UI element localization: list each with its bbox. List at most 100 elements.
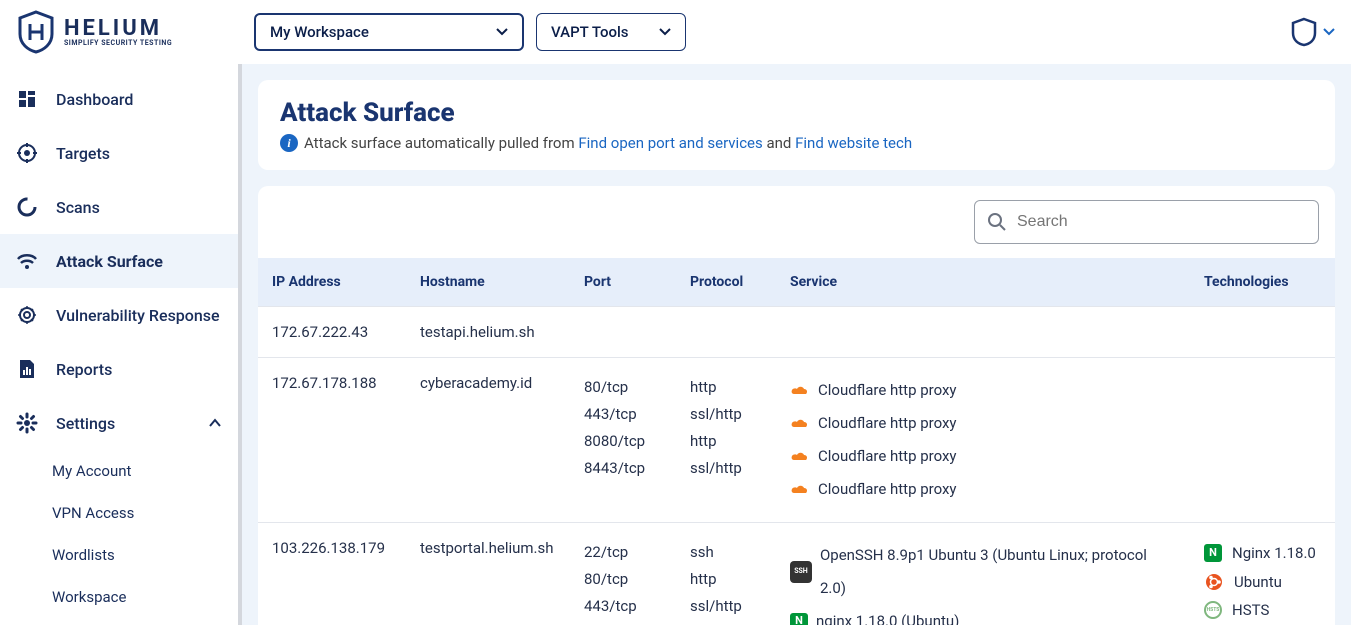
- info-icon: i: [280, 134, 298, 152]
- port: 443/tcp: [584, 593, 662, 620]
- protocol: ssl/http: [690, 593, 762, 620]
- sidebar-subitem-my-account[interactable]: My Account: [0, 450, 238, 492]
- service: SSHOpenSSH 8.9p1 Ubuntu 3 (Ubuntu Linux;…: [790, 539, 1176, 605]
- column-header: IP Address: [258, 258, 406, 307]
- column-header: Port: [570, 258, 676, 307]
- ip-address: 103.226.138.179: [272, 539, 385, 557]
- sidebar-subitem-wordlists[interactable]: Wordlists: [0, 534, 238, 576]
- gear-icon: [16, 412, 38, 434]
- dashboard-icon: [16, 88, 38, 110]
- ssh-icon: SSH: [790, 561, 812, 583]
- sidebar-item-label: Attack Surface: [56, 252, 163, 271]
- ip-address: 172.67.178.188: [272, 374, 377, 392]
- sidebar-item-label: Vulnerability Response: [56, 306, 220, 325]
- chevron-down-icon: [659, 28, 671, 36]
- account-menu[interactable]: [1291, 17, 1335, 47]
- port: 443/tcp: [584, 401, 662, 428]
- shield-icon: [1291, 17, 1317, 47]
- protocol: ssl/http: [690, 455, 762, 482]
- tools-label: VAPT Tools: [551, 23, 629, 41]
- port: 646/tcp: [584, 620, 662, 625]
- sidebar-item-vuln-response[interactable]: Vulnerability Response: [0, 288, 238, 342]
- technology: NNginx 1.18.0: [1204, 539, 1321, 568]
- column-header: Service: [776, 258, 1190, 307]
- link-open-ports[interactable]: Find open port and services: [578, 134, 762, 152]
- cloudflare-icon: [790, 480, 810, 500]
- hostname: testportal.helium.sh: [420, 539, 554, 557]
- cloudflare-icon: [790, 414, 810, 434]
- port: 80/tcp: [584, 566, 662, 593]
- port: 8443/tcp: [584, 455, 662, 482]
- sidebar-item-attack-surface[interactable]: Attack Surface: [0, 234, 238, 288]
- hostname: cyberacademy.id: [420, 374, 532, 392]
- sidebar-item-reports[interactable]: Reports: [0, 342, 238, 396]
- service: Nnginx 1.18.0 (Ubuntu): [790, 605, 1176, 625]
- chevron-up-icon: [208, 418, 222, 428]
- service: Cloudflare http proxy: [790, 440, 1176, 473]
- sidebar-item-label: Dashboard: [56, 90, 133, 109]
- column-header: Protocol: [676, 258, 776, 307]
- search-input[interactable]: [1017, 213, 1306, 231]
- workspace-selector[interactable]: My Workspace: [254, 13, 524, 51]
- sidebar-item-label: Scans: [56, 198, 100, 217]
- chevron-down-icon: [496, 28, 508, 36]
- port: 80/tcp: [584, 374, 662, 401]
- sidebar-subitem-workspace[interactable]: Workspace: [0, 576, 238, 618]
- column-header: Technologies: [1190, 258, 1335, 307]
- sidebar-item-label: Reports: [56, 360, 112, 379]
- technology: Ubuntu: [1204, 568, 1321, 597]
- page-title: Attack Surface: [280, 98, 1313, 128]
- service: Cloudflare http proxy: [790, 374, 1176, 407]
- protocol: http: [690, 428, 762, 455]
- brand-name: HELIUM: [64, 18, 172, 40]
- main-content: Attack Surface i Attack surface automati…: [242, 64, 1351, 625]
- cloudflare-icon: [790, 381, 810, 401]
- service: Cloudflare http proxy: [790, 407, 1176, 440]
- topbar: HELIUM SIMPLIFY SECURITY TESTING My Work…: [0, 0, 1351, 64]
- service: Cloudflare http proxy: [790, 473, 1176, 506]
- protocol: ssl/http: [690, 401, 762, 428]
- workspace-label: My Workspace: [270, 23, 369, 41]
- ip-address: 172.67.222.43: [272, 323, 368, 341]
- sidebar-subitem-vpn-access[interactable]: VPN Access: [0, 492, 238, 534]
- sidebar: Dashboard Targets Scans Attack Surface Vulne…: [0, 64, 242, 625]
- sidebar-item-settings[interactable]: Settings: [0, 396, 238, 450]
- nginx-icon: N: [1204, 544, 1222, 562]
- page-description: i Attack surface automatically pulled fr…: [280, 134, 1313, 152]
- brand-tagline: SIMPLIFY SECURITY TESTING: [64, 40, 172, 47]
- table-row: 172.67.222.43 testapi.helium.sh: [258, 307, 1335, 358]
- protocol: http: [690, 374, 762, 401]
- scan-icon: [16, 196, 38, 218]
- bug-icon: [16, 304, 38, 326]
- tools-selector[interactable]: VAPT Tools: [536, 13, 686, 51]
- chevron-down-icon: [1323, 28, 1335, 36]
- protocol: http: [690, 566, 762, 593]
- sidebar-item-label: Targets: [56, 144, 110, 163]
- column-header: Hostname: [406, 258, 570, 307]
- wifi-icon: [16, 250, 38, 272]
- results-card: IP AddressHostnamePortProtocolServiceTec…: [258, 186, 1335, 625]
- sidebar-item-scans[interactable]: Scans: [0, 180, 238, 234]
- table-row: 172.67.178.188 cyberacademy.id 80/tcp443/t…: [258, 358, 1335, 523]
- shield-logo-icon: [16, 10, 56, 54]
- port: 8080/tcp: [584, 428, 662, 455]
- link-website-tech[interactable]: Find website tech: [795, 134, 912, 152]
- protocol: ssh: [690, 539, 762, 566]
- target-icon: [16, 142, 38, 164]
- search-box[interactable]: [974, 200, 1319, 244]
- hostname: testapi.helium.sh: [420, 323, 535, 341]
- table-row: 103.226.138.179testportal.helium.sh22/tc…: [258, 523, 1335, 625]
- brand-logo[interactable]: HELIUM SIMPLIFY SECURITY TESTING: [16, 10, 242, 54]
- ubuntu-icon: [1204, 572, 1224, 592]
- attack-surface-table: IP AddressHostnamePortProtocolServiceTec…: [258, 258, 1335, 625]
- sidebar-item-label: Settings: [56, 414, 115, 433]
- report-icon: [16, 358, 38, 380]
- hsts-icon: HSTS: [1204, 601, 1222, 619]
- protocol: ldp: [690, 620, 762, 625]
- nginx-icon: N: [790, 613, 808, 625]
- search-icon: [987, 212, 1007, 232]
- sidebar-item-targets[interactable]: Targets: [0, 126, 238, 180]
- technology: HSTSHSTS: [1204, 596, 1321, 625]
- sidebar-item-dashboard[interactable]: Dashboard: [0, 72, 238, 126]
- page-header: Attack Surface i Attack surface automati…: [258, 80, 1335, 170]
